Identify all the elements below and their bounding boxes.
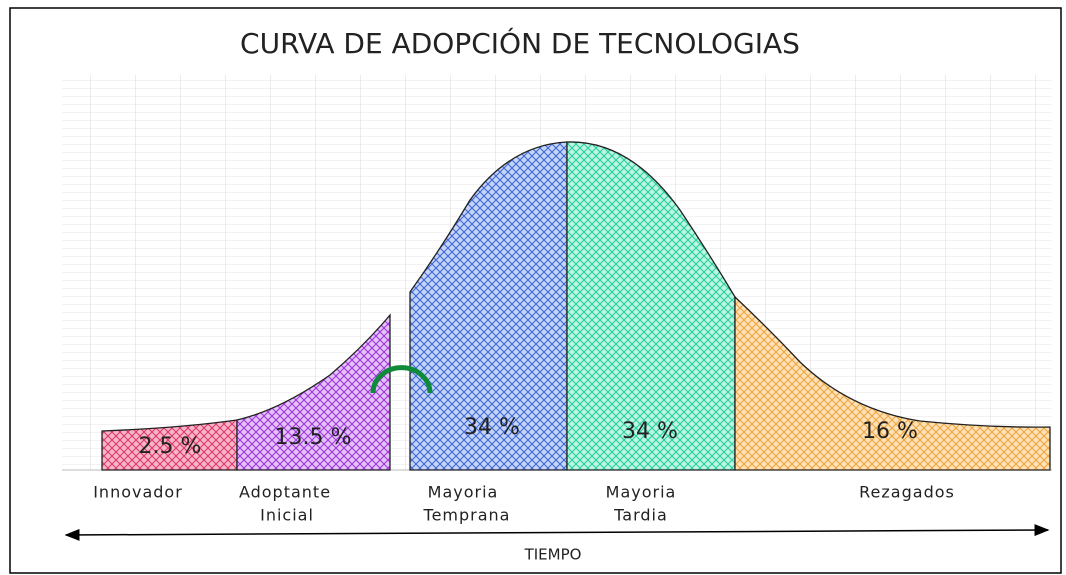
segment-temprana — [409, 141, 568, 471]
category-label: Temprana — [423, 506, 511, 525]
title: CURVA DE ADOPCIÓN DE TECNOLOGIAS — [240, 26, 800, 60]
chasm-arc — [370, 365, 433, 394]
segment-rezagados — [734, 295, 1051, 471]
category-label: Mayoria — [428, 483, 499, 502]
percent: 13.5 % — [275, 425, 352, 450]
category-label: Adoptante — [239, 483, 331, 502]
percent: 34 % — [464, 415, 520, 440]
category-label: Inicial — [260, 506, 314, 525]
time-arrow — [64, 524, 1050, 541]
category-label: Innovador — [93, 483, 183, 502]
category-label: Rezagados — [859, 483, 955, 502]
percent: 2.5 % — [139, 434, 202, 459]
category-label: Tardia — [613, 506, 668, 525]
segment-adoptante — [236, 313, 391, 471]
frame — [9, 7, 1062, 574]
category-label: Mayoria — [606, 483, 677, 502]
percent: 34 % — [622, 419, 678, 444]
percent: 16 % — [862, 419, 918, 444]
axis-label: TIEMPO — [524, 546, 582, 564]
segment-tardia — [566, 141, 736, 471]
